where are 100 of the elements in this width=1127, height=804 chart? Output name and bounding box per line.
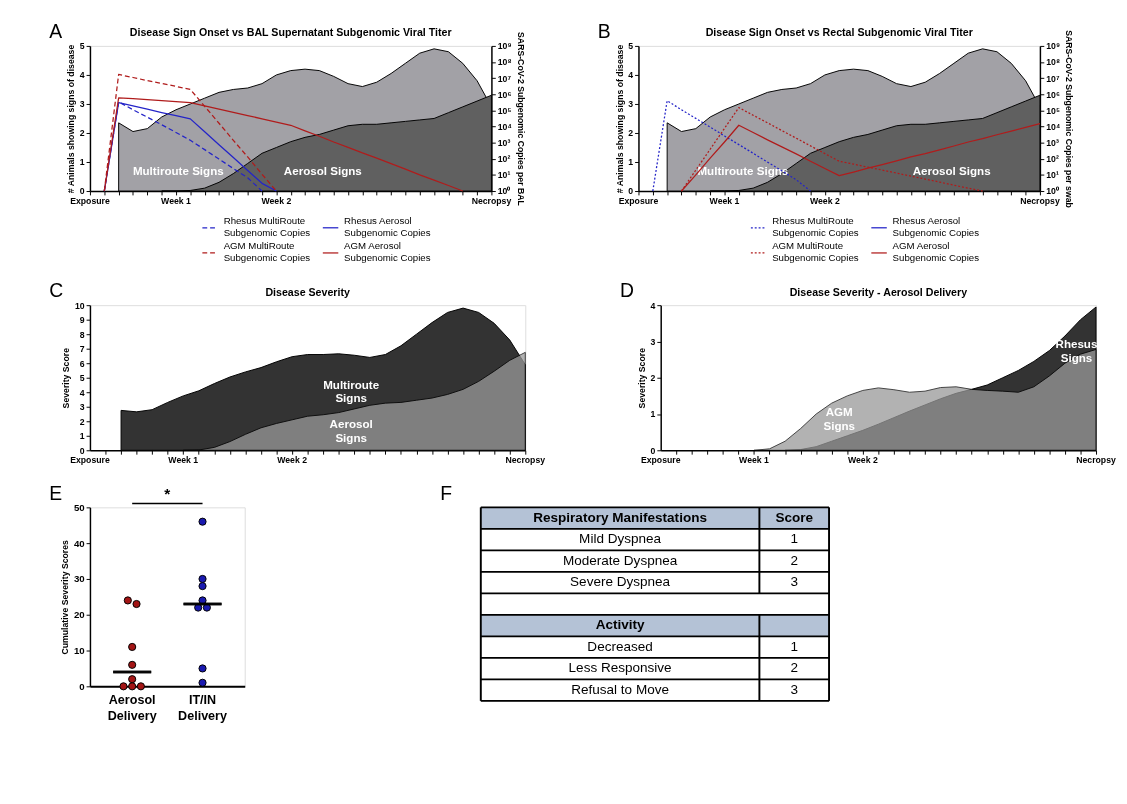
y-tick-label: 20 [73,609,85,621]
y2-tick-label: 10⁸ [1046,57,1060,68]
y-axis-title: Severity Score [636,347,647,409]
y2-tick-label: 10⁹ [497,41,512,52]
text: Moderate Dyspnea [562,552,678,568]
x-tick-label: Exposure [618,195,659,206]
y-tick-label: 2 [79,128,85,139]
y-tick-label: 4 [650,300,656,311]
y-tick-label: 2 [79,416,85,427]
y2-axis-title: SARS-CoV-2 Subgenomic Copies per swab [1064,30,1075,208]
y2-tick-label: 10⁵ [497,105,512,116]
text: F [440,481,453,504]
y-tick-label: 0 [79,445,85,456]
y-tick-label: 4 [628,70,634,81]
y-tick-label: 40 [73,537,85,549]
chart-title: Disease Severity [265,285,350,298]
y-tick-label: 8 [79,329,85,340]
y2-tick-label: 10³ [1046,138,1059,149]
legend-label: AGM MultiRoute Subgenomic Copies [772,240,859,263]
x-tick-label: Necropsy [1020,195,1060,206]
y2-axis-title: SARS-CoV-2 Subgenomic Copies per BAL [515,32,526,207]
x-tick-label: Week 2 [809,195,840,206]
x-tick-label: Necropsy [505,454,546,465]
text: Less Responsive [568,660,672,676]
y-tick-label: 0 [79,186,85,197]
y-tick-label: 50 [73,501,85,513]
y-tick-label: 5 [79,41,85,52]
x-tick-label: Exposure [70,195,110,206]
y2-tick-label: 10³ [497,138,511,149]
series-label: Aerosol Signs [283,163,362,177]
x-tick-label: Week 1 [739,454,770,465]
y-tick-label: 2 [650,373,656,384]
y-tick-label: 3 [79,402,85,413]
y-tick-label: 3 [79,99,85,110]
y-tick-label: 5 [79,373,85,384]
y-tick-label: 1 [79,431,85,442]
text: E [49,481,63,504]
y-tick-label: 10 [73,644,85,656]
series-label: Aerosol Signs [329,417,373,444]
x-tick-label: Week 2 [261,195,292,206]
y-tick-label: 4 [79,387,85,398]
y-tick-label: 1 [650,409,656,420]
y-axis-title: Cumulative Severity Scores [60,539,71,655]
x-tick-label: Week 2 [277,454,308,465]
y2-tick-label: 10⁵ [1046,105,1060,116]
text: Refusal to Move [571,681,669,697]
x-tick-label: IT/IN Delivery [178,693,227,723]
text: C [49,279,64,302]
y-tick-label: 7 [79,344,85,355]
y-axis-title: Severity Score [61,347,72,409]
text: D [620,279,635,302]
x-tick-label: Week 1 [709,195,740,206]
legend-label: AGM Aerosol Subgenomic Copies [344,240,431,263]
chart-title: Disease Severity - Aerosol Delivery [789,285,968,298]
y2-tick-label: 10⁷ [1046,73,1060,84]
y2-tick-label: 10⁶ [497,89,512,100]
text: 3 [790,681,798,697]
y2-tick-label: 10⁰ [1046,186,1060,197]
y2-tick-label: 10⁴ [1046,121,1061,132]
y-tick-label: 3 [650,336,656,347]
series-label: AGM Signs [823,405,855,432]
text: 2 [790,552,798,568]
y2-tick-label: 10⁷ [497,73,512,84]
x-tick-label: Exposure [640,454,681,465]
y-tick-label: 0 [650,445,656,456]
y-tick-label: 3 [628,99,634,110]
text: Severe Dyspnea [570,574,671,590]
text: 1 [790,638,798,654]
y-tick-label: 0 [79,680,85,692]
text: 2 [790,660,798,676]
text: A [49,20,63,43]
y2-tick-label: 10² [1046,154,1059,165]
y-tick-label: 4 [79,70,85,81]
text: 1 [790,531,798,547]
text: Activity [595,617,645,633]
text: Respiratory Manifestations [533,509,707,525]
x-tick-label: Week 1 [168,454,199,465]
y2-tick-label: 10⁰ [497,186,512,197]
x-tick-label: Necropsy [471,195,512,206]
legend-label: Rhesus Aerosol Subgenomic Copies [892,214,980,238]
y-tick-label: 2 [628,128,634,139]
series-label: Aerosol Signs [912,163,991,177]
y-tick-label: 1 [79,157,85,168]
x-tick-label: Aerosol Delivery [107,693,157,723]
y-tick-label: 30 [73,573,85,585]
chart-title: Disease Sign Onset vs BAL Supernatant Subgenomic Viral Titer [129,26,452,39]
chart-title: Disease Sign Onset vs Rectal Subgenomic Viral Titer [705,26,973,39]
text: Decreased [587,638,653,654]
y2-tick-label: 10² [497,154,511,165]
y-tick-label: 10 [74,300,85,311]
series-label: Multiroute Signs [132,163,224,177]
y2-tick-label: 10¹ [1046,170,1059,181]
y-tick-label: 5 [628,41,634,52]
legend-label: AGM Aerosol Subgenomic Copies [892,240,980,263]
series-label: Multiroute Signs [697,163,789,177]
y2-tick-label: 10⁸ [497,57,512,68]
y2-tick-label: 10¹ [497,170,511,181]
y-tick-label: 9 [79,315,85,326]
legend-label: Rhesus Aerosol Subgenomic Copies [344,214,431,238]
y2-tick-label: 10⁶ [1046,89,1060,100]
